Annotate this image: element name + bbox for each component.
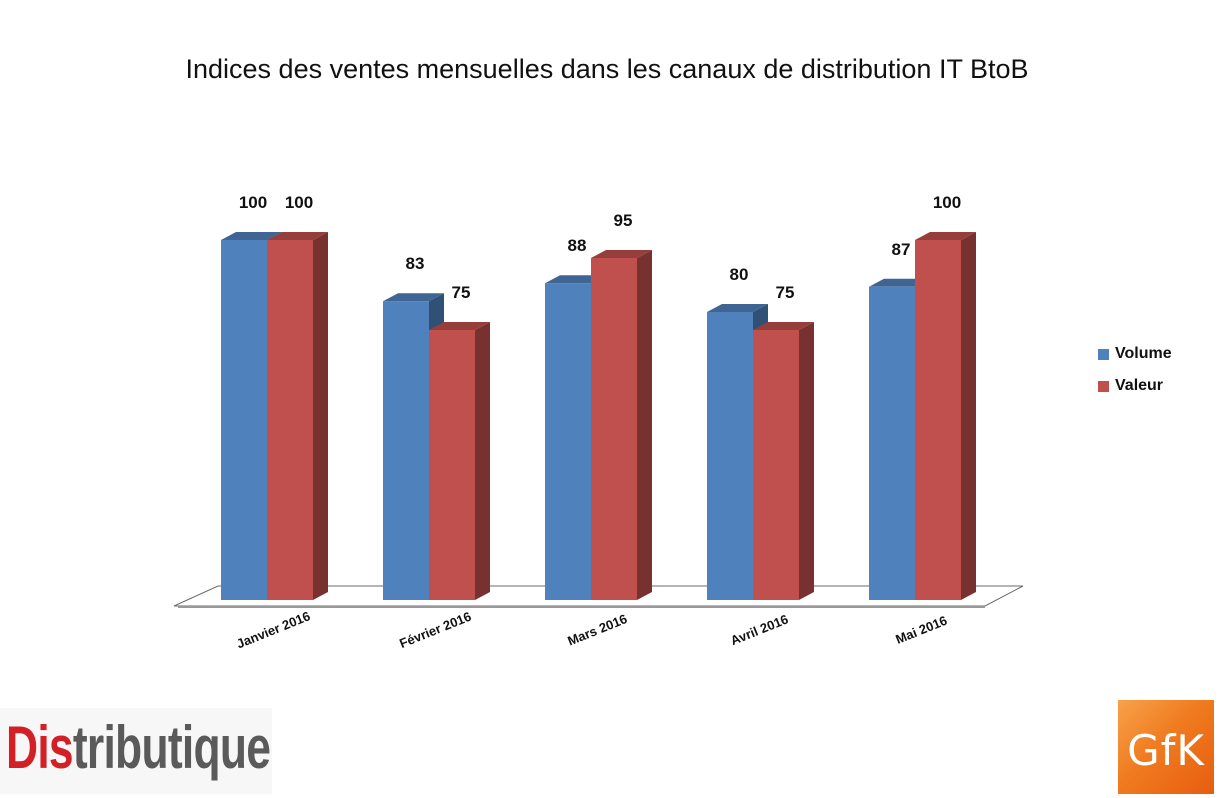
legend-item-valeur[interactable]: Valeur [1098,370,1172,402]
data-label-volume-2: 88 [568,236,587,255]
bar-valeur-2 [591,250,652,600]
distributique-logo: Distributique [0,708,272,794]
legend-label-volume: Volume [1115,345,1172,362]
legend-swatch-valeur [1098,380,1109,392]
bar-valeur-3 [753,322,814,600]
bar-volume-0 [221,232,282,600]
x-tick-label: Février 2016 [397,609,473,651]
data-label-valeur-2: 95 [614,211,633,230]
data-label-volume-3: 80 [730,265,749,284]
bar-valeur-0 [267,232,328,600]
legend-swatch-volume [1098,348,1109,360]
legend-label-valeur: Valeur [1115,377,1164,394]
data-label-valeur-4: 100 [933,193,961,212]
data-label-volume-0: 100 [239,193,267,212]
data-label-volume-1: 83 [406,254,425,273]
bar-valeur-4 [915,232,976,600]
gfk-logo: GfK [1118,700,1214,794]
bar-valeur-1 [429,322,490,600]
x-tick-label: Janvier 2016 [234,608,312,651]
gfk-logo-text: GfK [1127,726,1205,775]
chart-title: Indices des ventes mensuelles dans les c… [185,54,1029,84]
x-tick-label: Mai 2016 [893,613,949,647]
data-label-valeur-3: 75 [776,283,795,302]
x-tick-label: Avril 2016 [728,611,790,648]
legend: Volume Valeur [1098,338,1172,402]
data-label-volume-4: 87 [892,240,911,259]
legend-item-volume[interactable]: Volume [1098,338,1172,370]
distributique-logo-rest: tributique [72,714,271,781]
data-label-valeur-1: 75 [452,283,471,302]
distributique-logo-accent: Dis [6,714,74,781]
x-tick-label: Mars 2016 [565,611,629,648]
data-label-valeur-0: 100 [285,193,313,212]
distributique-logo-text: Distributique [6,710,271,786]
